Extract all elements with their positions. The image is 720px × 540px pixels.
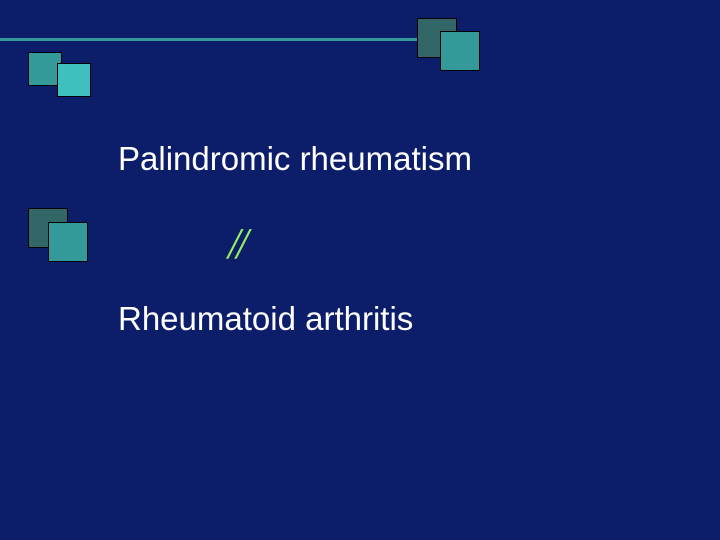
decorative-square [48,222,88,262]
decorative-square [440,31,480,71]
slide-text-1: Palindromic rheumatism [118,140,472,178]
slide-symbol: // [228,218,244,269]
decorative-line [0,38,468,41]
slide-text-2: Rheumatoid arthritis [118,300,413,338]
decorative-square [57,63,91,97]
